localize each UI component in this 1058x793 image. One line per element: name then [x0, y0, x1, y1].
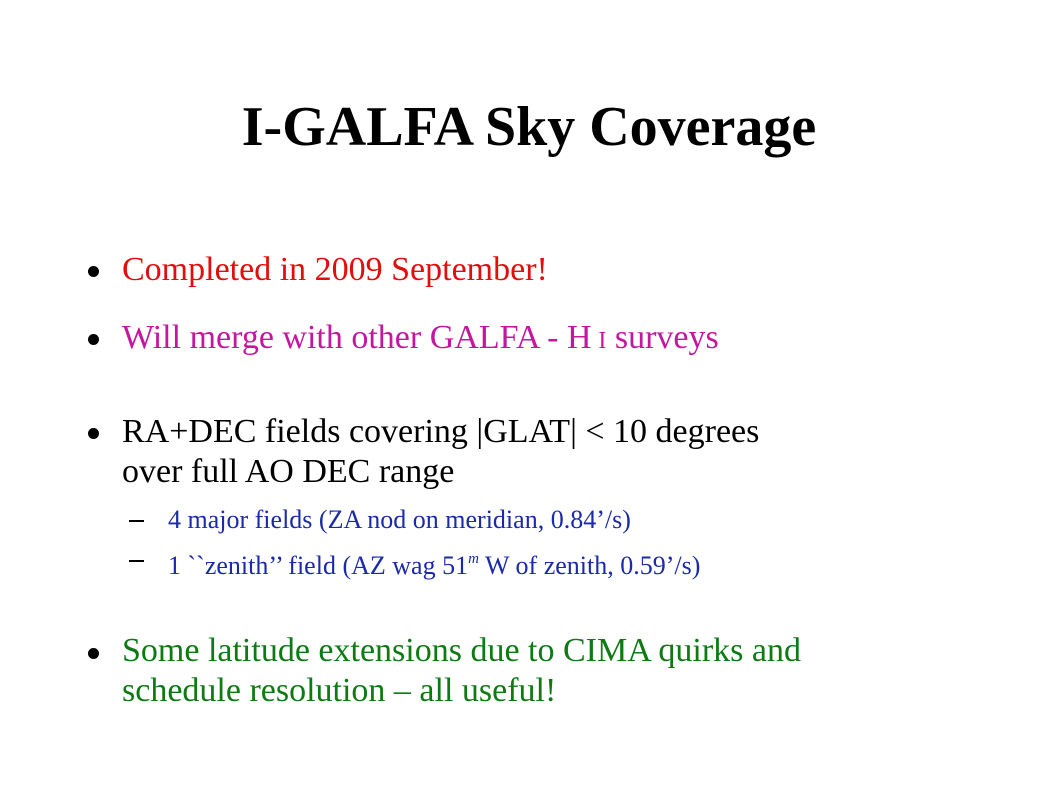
- bullet-extensions: Some latitude extensions due to CIMA qui…: [122, 631, 1022, 711]
- slide-title: I-GALFA Sky Coverage: [241, 96, 817, 158]
- bullet-extensions-line1: Some latitude extensions due to CIMA qui…: [122, 632, 801, 669]
- bullet-merge-text-end: surveys: [606, 319, 719, 356]
- subbullet-major-fields: 4 major fields (ZA nod on meridian, 0.84…: [168, 505, 631, 534]
- bullet-extensions-line2: schedule resolution – all useful!: [122, 672, 557, 709]
- bullet-completed: Completed in 2009 September!: [122, 251, 548, 288]
- subbullet-zenith-text: 1 ``zenith’’ field (AZ wag 51: [168, 551, 469, 580]
- dash-icon: [129, 520, 144, 522]
- bullet-fields: RA+DEC fields covering |GLAT| < 10 degre…: [122, 412, 1022, 492]
- subbullet-zenith-field: 1 ``zenith’’ field (AZ wag 51m W of zeni…: [168, 543, 1028, 582]
- bullet-dot-icon: [88, 266, 99, 277]
- subbullet-zenith-superscript: m: [468, 551, 479, 567]
- dash-icon: [129, 560, 144, 562]
- bullet-dot-icon: [88, 648, 99, 659]
- bullet-fields-line2: over full AO DEC range: [122, 453, 455, 490]
- bullet-dot-icon: [88, 428, 99, 439]
- bullet-dot-icon: [88, 334, 99, 345]
- bullet-fields-line1: RA+DEC fields covering |GLAT| < 10 degre…: [122, 413, 760, 450]
- bullet-merge-roman-numeral: I: [598, 328, 607, 354]
- subbullet-zenith-text-end: W of zenith, 0.59’/s): [478, 551, 701, 580]
- bullet-merge: Will merge with other GALFA - H I survey…: [122, 318, 1022, 361]
- bullet-merge-text: Will merge with other GALFA - H: [122, 319, 592, 356]
